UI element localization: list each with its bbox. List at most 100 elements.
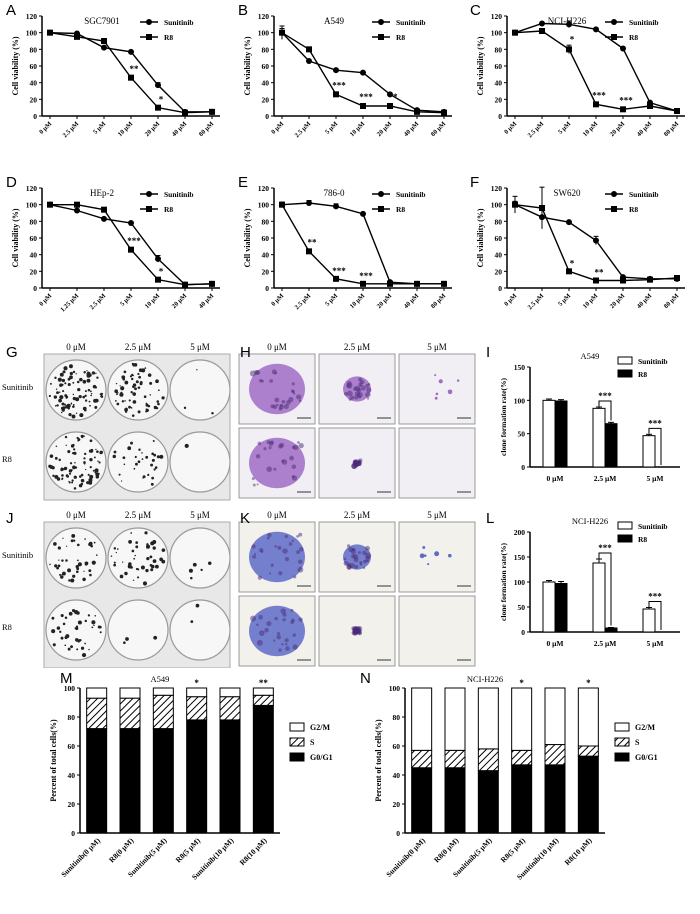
x-tick-label: 0 μM (38, 292, 53, 307)
chart-b: 0 20 40 60 80 100 120 Cell viability (%) A549 0 μ… (243, 12, 452, 139)
cell (360, 385, 366, 391)
colony (76, 567, 80, 571)
cell (277, 632, 281, 636)
data-point (74, 201, 80, 208)
colony (110, 555, 113, 557)
significance-mark: *** (648, 592, 662, 602)
data-point (47, 201, 53, 208)
legend-swatch (614, 737, 630, 747)
chart-e: 0 20 40 60 80 100 120 Cell viability (%) 786-0 0 … (243, 184, 452, 311)
colony (72, 370, 76, 374)
y-tick-label: 60 (68, 742, 76, 751)
y-tick-label: 150 (514, 553, 526, 562)
colony (95, 448, 97, 451)
x-tick-label: 0 μM (503, 292, 518, 307)
micrograph-frame (398, 427, 476, 499)
colony (95, 372, 97, 375)
y-axis-label: Cell viability (%) (243, 208, 252, 267)
data-point (101, 215, 107, 222)
colony (70, 578, 75, 583)
colony (146, 556, 150, 561)
chart-m: 0 20 40 60 80 100 Percent of total cells(%) A54… (49, 674, 333, 882)
cell (254, 553, 257, 556)
cell (273, 467, 277, 471)
colony (72, 465, 76, 470)
colony (66, 403, 71, 408)
colonies (112, 440, 164, 486)
colony (66, 475, 70, 478)
y-tick-label: 20 (393, 800, 401, 809)
colony (115, 400, 117, 402)
column-label: 0 μM (66, 342, 86, 352)
data-point (414, 108, 420, 115)
colony (152, 540, 157, 544)
culture-dish (45, 599, 107, 661)
chart-title: SGC7901 (84, 16, 120, 26)
bar (642, 608, 656, 633)
cell (279, 442, 285, 448)
significance-mark: ** (308, 238, 318, 248)
significance-mark: *** (598, 391, 612, 401)
colony (132, 383, 137, 387)
colony (68, 364, 73, 369)
colony (56, 404, 59, 407)
x-tick-label: 2.5 μM (527, 292, 546, 311)
colony (135, 462, 138, 466)
cell (256, 483, 259, 486)
colony (84, 390, 87, 393)
cell (255, 454, 261, 459)
colony (157, 402, 160, 406)
colony (82, 379, 87, 384)
data-point (539, 20, 545, 27)
colony (70, 444, 75, 448)
colony (116, 402, 120, 406)
chart-l: 0 50 100 150 200 clone formation rate(%) NCI-H… (499, 516, 680, 648)
cell (360, 379, 365, 385)
bar (554, 400, 568, 468)
legend-label: R8 (164, 205, 173, 214)
colony (76, 543, 80, 547)
x-tick-label: 80 μM (430, 292, 448, 310)
colony-plates-j: 0 μM 2.5 μM 5 μM Sunitinib R8 (2, 510, 231, 668)
x-tick-label: 80 μM (198, 120, 216, 138)
culture-dish (45, 359, 107, 421)
colony (68, 611, 73, 616)
cell (266, 536, 270, 540)
legend-label: R8 (638, 535, 647, 544)
colony (89, 474, 94, 479)
colony (153, 453, 157, 457)
colony (63, 366, 68, 371)
colony (196, 369, 198, 371)
colony (61, 383, 64, 386)
colony (67, 647, 71, 651)
legend-marker (378, 34, 384, 40)
x-tick-label: 40 μM (198, 292, 216, 310)
significance-mark: * (586, 678, 591, 688)
colony (72, 574, 76, 578)
stacked-bar-segment (219, 687, 241, 698)
significance-mark: ** (130, 64, 140, 74)
bar (592, 407, 606, 468)
data-point (333, 67, 339, 74)
colony (121, 400, 125, 403)
legend-marker (378, 19, 384, 25)
colony (68, 413, 72, 417)
colony (91, 626, 94, 629)
data-point (566, 219, 572, 226)
bar (542, 581, 556, 633)
stacked-bar-segment (411, 749, 433, 769)
stacked-bar-segment (444, 687, 466, 751)
colony (131, 549, 135, 553)
y-tick-label: 100 (26, 29, 38, 38)
colony (84, 538, 86, 540)
colony (61, 573, 63, 576)
colony (89, 439, 93, 443)
data-point (128, 246, 134, 253)
colonies (190, 603, 200, 623)
cell (270, 563, 274, 567)
stacked-bar-segment (119, 697, 141, 730)
colony (64, 394, 68, 397)
cell (258, 630, 265, 636)
colony (77, 640, 80, 643)
cell (357, 551, 361, 555)
